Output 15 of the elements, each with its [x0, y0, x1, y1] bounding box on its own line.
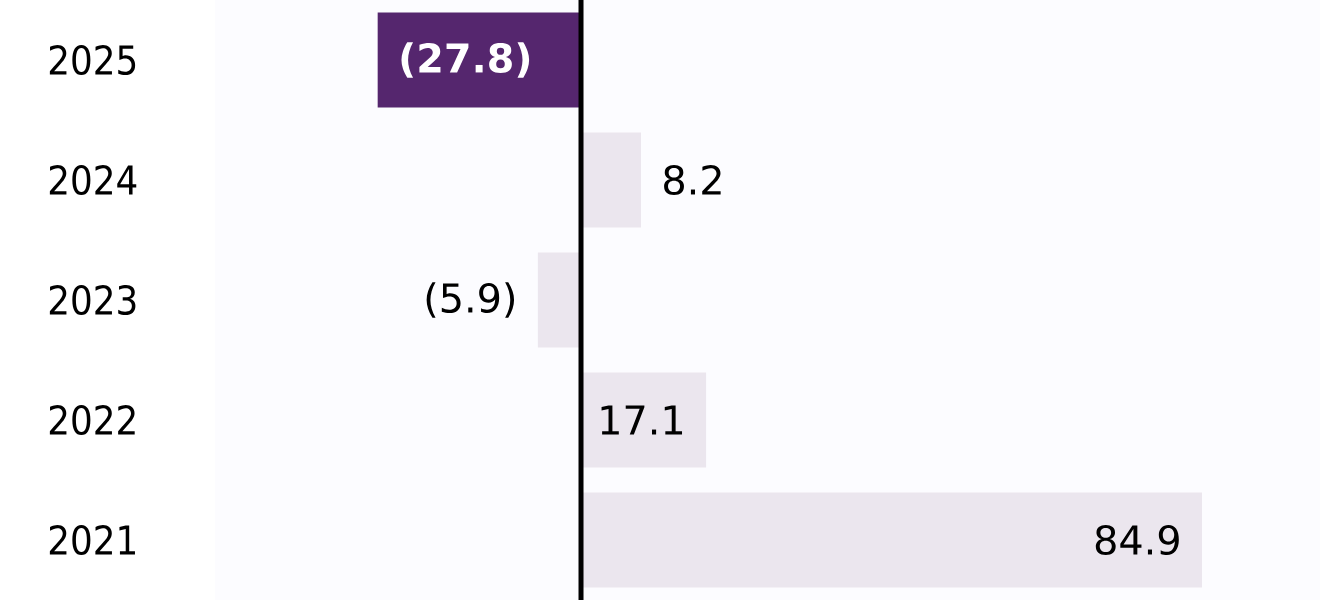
y-tick-label: 2024 — [49, 164, 137, 196]
data-label: (5.9) — [426, 282, 515, 318]
bar — [537, 252, 582, 348]
data-label: 17.1 — [601, 405, 683, 435]
y-tick-label: 2025 — [49, 44, 136, 76]
bar — [377, 12, 582, 108]
bar — [581, 492, 1203, 588]
data-label: 8.2 — [664, 164, 721, 196]
y-tick-label: 2022 — [49, 404, 135, 436]
data-label: (27.8) — [401, 42, 530, 78]
y-tick-label: 2023 — [49, 284, 136, 316]
data-label: 84.9 — [1095, 524, 1179, 556]
y-tick-label: 2021 — [49, 524, 135, 556]
bar — [581, 132, 641, 228]
bar — [581, 372, 707, 468]
